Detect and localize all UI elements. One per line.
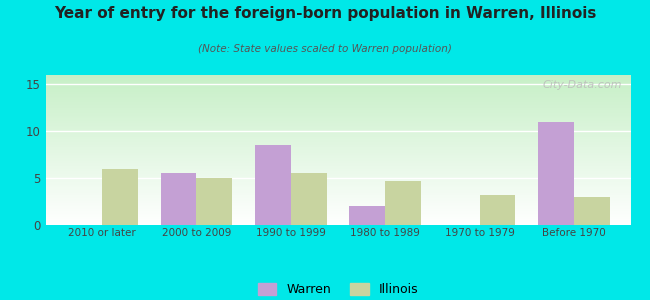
- Bar: [538, 122, 574, 225]
- Bar: [255, 145, 291, 225]
- Bar: [349, 206, 385, 225]
- Text: City-Data.com: City-Data.com: [542, 80, 621, 89]
- Bar: [385, 181, 421, 225]
- Bar: [161, 173, 196, 225]
- Legend: Warren, Illinois: Warren, Illinois: [253, 278, 423, 300]
- Text: (Note: State values scaled to Warren population): (Note: State values scaled to Warren pop…: [198, 44, 452, 53]
- Bar: [574, 197, 610, 225]
- Text: Year of entry for the foreign-born population in Warren, Illinois: Year of entry for the foreign-born popul…: [54, 6, 596, 21]
- Bar: [102, 169, 138, 225]
- Bar: [291, 173, 327, 225]
- Bar: [480, 195, 515, 225]
- Bar: [196, 178, 232, 225]
